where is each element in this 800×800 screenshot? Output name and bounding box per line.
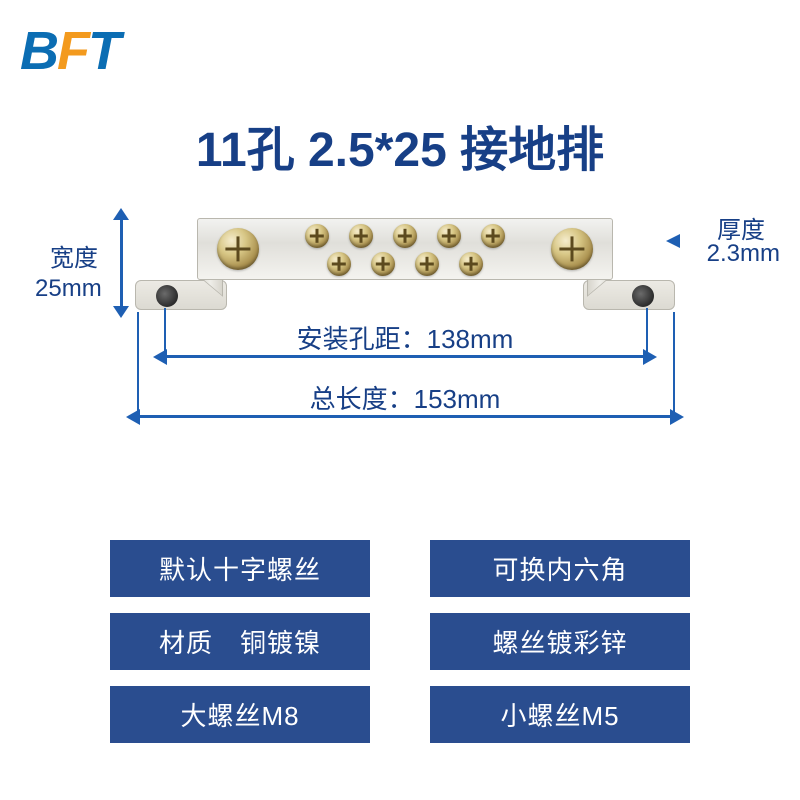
busbar-illustration bbox=[135, 218, 675, 310]
small-screw bbox=[305, 224, 329, 248]
thickness-value: 2.3mm bbox=[707, 240, 780, 268]
width-label: 宽度 bbox=[50, 245, 98, 274]
small-screw bbox=[327, 252, 351, 276]
big-screw-left bbox=[217, 228, 259, 270]
install-distance-line: 安装孔距：138mm bbox=[165, 355, 645, 358]
feature-box: 默认十字螺丝 bbox=[110, 540, 370, 597]
feature-box: 螺丝镀彩锌 bbox=[430, 613, 690, 670]
width-dimension-line bbox=[120, 218, 123, 308]
mount-hole-right bbox=[632, 285, 654, 307]
feature-box: 材质 铜镀镍 bbox=[110, 613, 370, 670]
feature-box: 大螺丝M8 bbox=[110, 686, 370, 743]
feature-box: 小螺丝M5 bbox=[430, 686, 690, 743]
logo-letter-b: B bbox=[20, 21, 57, 81]
small-screw bbox=[393, 224, 417, 248]
logo-letter-f: F bbox=[57, 21, 88, 81]
dimension-diagram: 宽度 25mm 厚度 2.3mm 安装孔距：138mm 总长度：153mm bbox=[60, 190, 740, 470]
width-value: 25mm bbox=[35, 275, 102, 303]
feature-box: 可换内六角 bbox=[430, 540, 690, 597]
small-screw bbox=[481, 224, 505, 248]
tick bbox=[673, 312, 675, 418]
brand-logo: BFT bbox=[20, 20, 119, 82]
small-screw bbox=[415, 252, 439, 276]
big-screw-right bbox=[551, 228, 593, 270]
small-screw bbox=[371, 252, 395, 276]
feature-grid: 默认十字螺丝 可换内六角 材质 铜镀镍 螺丝镀彩锌 大螺丝M8 小螺丝M5 bbox=[110, 540, 690, 743]
total-length-line: 总长度：153mm bbox=[138, 415, 672, 418]
install-distance-label: 安装孔距：138mm bbox=[165, 319, 645, 356]
mount-hole-left bbox=[156, 285, 178, 307]
small-screw bbox=[437, 224, 461, 248]
product-title: 11孔 2.5*25 接地排 bbox=[0, 110, 800, 180]
small-screw bbox=[349, 224, 373, 248]
total-length-label: 总长度：153mm bbox=[138, 379, 672, 416]
small-screw bbox=[459, 252, 483, 276]
logo-letter-t: T bbox=[88, 21, 119, 81]
